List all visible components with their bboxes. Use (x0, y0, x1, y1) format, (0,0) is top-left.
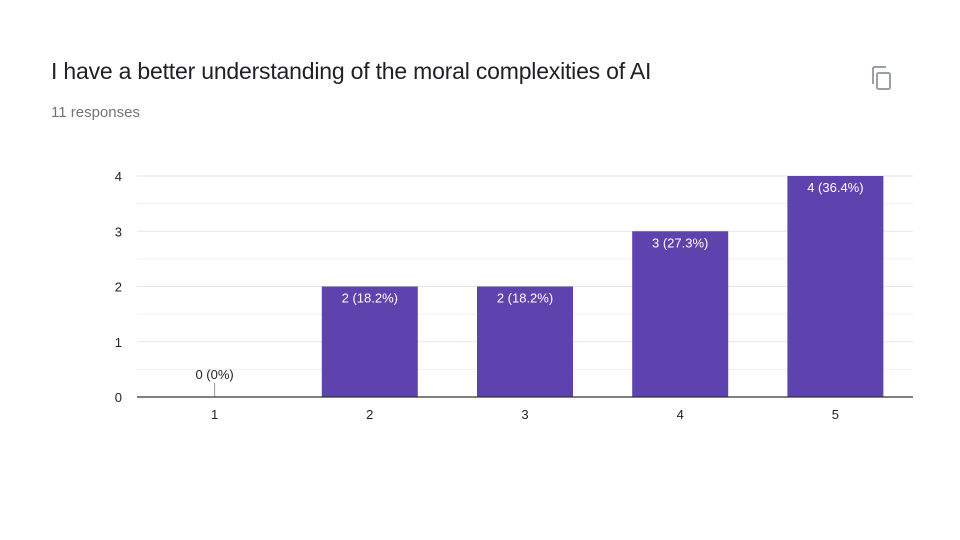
bar (787, 176, 884, 397)
bar (477, 286, 573, 397)
chart-title: I have a better understanding of the mor… (51, 58, 652, 84)
data-label: 0 (0%) (195, 367, 233, 382)
x-tick-label: 2 (366, 407, 373, 422)
data-label: 3 (27.3%) (652, 235, 708, 250)
copy-icon (872, 66, 891, 90)
y-tick-label: 3 (115, 224, 122, 239)
x-tick-label: 5 (832, 407, 839, 422)
data-label: 2 (18.2%) (342, 291, 398, 306)
bar (321, 286, 418, 397)
y-tick-label: 4 (115, 169, 122, 184)
x-tick-label: 1 (211, 407, 218, 422)
y-tick-label: 2 (115, 280, 122, 295)
y-tick-label: 1 (115, 335, 122, 350)
response-count: 11 responses (51, 104, 140, 121)
y-tick-label: 0 (115, 390, 122, 405)
x-tick-label: 4 (677, 407, 684, 422)
data-label: 2 (18.2%) (497, 291, 553, 306)
copy-button[interactable] (868, 62, 898, 92)
data-label: 4 (36.4%) (807, 180, 863, 195)
bar (632, 231, 729, 397)
x-tick-label: 3 (521, 407, 528, 422)
